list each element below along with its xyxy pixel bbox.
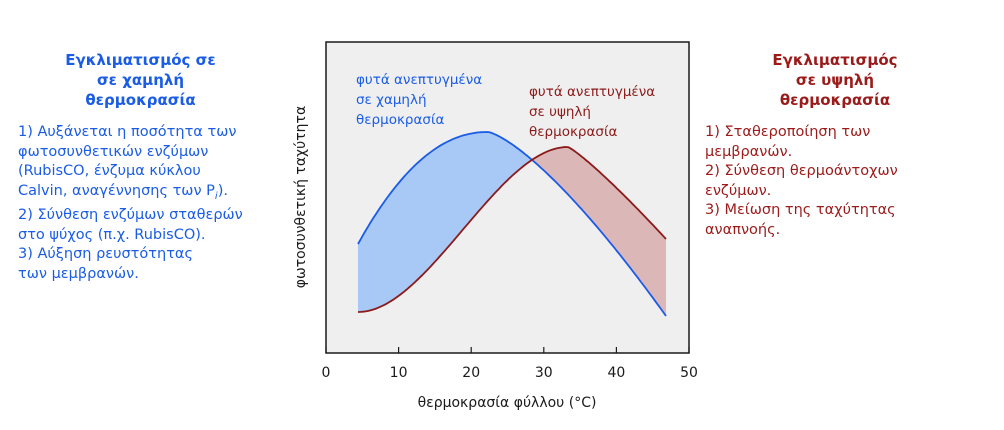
high-curve-label-line-1: φυτά ανεπτυγμένα <box>529 84 655 100</box>
x-tick-label: 50 <box>680 365 698 381</box>
low-item-line: (RubisCO, ένζυμα κύκλου <box>18 163 201 180</box>
high-temperature-list: 1) Σταθεροποίηση των μεμβρανών. 2) Σύνθε… <box>705 123 975 241</box>
low-curve-label-line-1: φυτά ανεπτυγμένα <box>356 72 482 88</box>
low-item-line: 3) Αύξηση ρευστότητας <box>18 246 194 263</box>
x-axis-ticks <box>325 347 690 353</box>
x-tick-label: 30 <box>535 365 553 381</box>
low-temperature-panel: Εγκλιματισμός σε σε χαμηλή θερμοκρασία 1… <box>18 50 296 285</box>
high-item-line: 3) Μείωση της ταχύτητας <box>705 202 896 219</box>
high-curve-label-line-2: σε υψηλή <box>529 104 591 120</box>
high-title-line-1: Εγκλιματισμός <box>772 51 898 69</box>
low-item-text: Calvin, αναγέννησης των P <box>18 182 215 199</box>
low-item-line: φωτοσυνθετικών ενζύμων <box>18 143 209 160</box>
high-item-line: μεμβρανών. <box>705 143 793 160</box>
high-temperature-title: Εγκλιματισμός σε υψηλή θερμοκρασία <box>705 50 965 110</box>
x-axis-tick-labels: 0 10 20 30 40 50 <box>322 365 698 381</box>
high-item-line: ενζύμων. <box>705 182 772 199</box>
low-temperature-list: 1) Αυξάνεται η ποσότητα των φωτοσυνθετικ… <box>18 123 296 285</box>
low-gap-fill <box>358 132 533 312</box>
low-item-line: 2) Σύνθεση ενζύμων σταθερών <box>18 207 243 224</box>
high-temperature-curve <box>357 146 667 313</box>
low-title-line-2: σε χαμηλή <box>96 71 185 89</box>
low-item-line: στο ψύχος (π.χ. RubisCO). <box>18 226 206 243</box>
low-item-line: των μεμβρανών. <box>18 266 139 283</box>
low-curve-label-line-3: θερμοκρασία <box>356 112 445 128</box>
low-title-line-3: θερμοκρασία <box>85 91 196 109</box>
low-curve-label-line-2: σε χαμηλή <box>356 92 427 108</box>
x-tick-label: 20 <box>462 365 480 381</box>
high-item-line: 1) Σταθεροποίηση των <box>705 124 871 140</box>
low-item-line: 1) Αυξάνεται η ποσότητα των <box>18 124 237 140</box>
low-temperature-title: Εγκλιματισμός σε σε χαμηλή θερμοκρασία <box>18 50 263 110</box>
high-title-line-3: θερμοκρασία <box>779 91 891 109</box>
x-tick-label: 40 <box>607 365 625 381</box>
low-temperature-curve <box>357 131 667 317</box>
high-title-line-2: σε υψηλή <box>795 71 875 89</box>
high-curve-label-line-3: θερμοκρασία <box>529 124 618 140</box>
low-item-line: Calvin, αναγέννησης των Pi). <box>18 182 296 206</box>
x-tick-label: 0 <box>322 365 331 381</box>
high-item-line: αναπνοής. <box>705 221 781 238</box>
x-tick-label: 10 <box>390 365 408 381</box>
high-temperature-panel: Εγκλιματισμός σε υψηλή θερμοκρασία 1) Στ… <box>705 50 975 241</box>
x-axis-label: θερμοκρασία φύλλου (°C) <box>418 395 597 411</box>
low-curve-label: φυτά ανεπτυγμένα σε χαμηλή θερμοκρασία <box>356 72 482 128</box>
pi-subscript: i <box>214 190 218 202</box>
y-axis-label: φωτοσυνθετική ταχύτητα <box>293 106 309 288</box>
low-title-line-1: Εγκλιματισμός σε <box>65 51 216 69</box>
high-item-line: 2) Σύνθεση θερμοάντοχων <box>705 163 898 180</box>
high-curve-label: φυτά ανεπτυγμένα σε υψηλή θερμοκρασία <box>529 84 655 140</box>
pi-tail: ). <box>217 182 228 199</box>
high-gap-fill <box>532 147 666 316</box>
